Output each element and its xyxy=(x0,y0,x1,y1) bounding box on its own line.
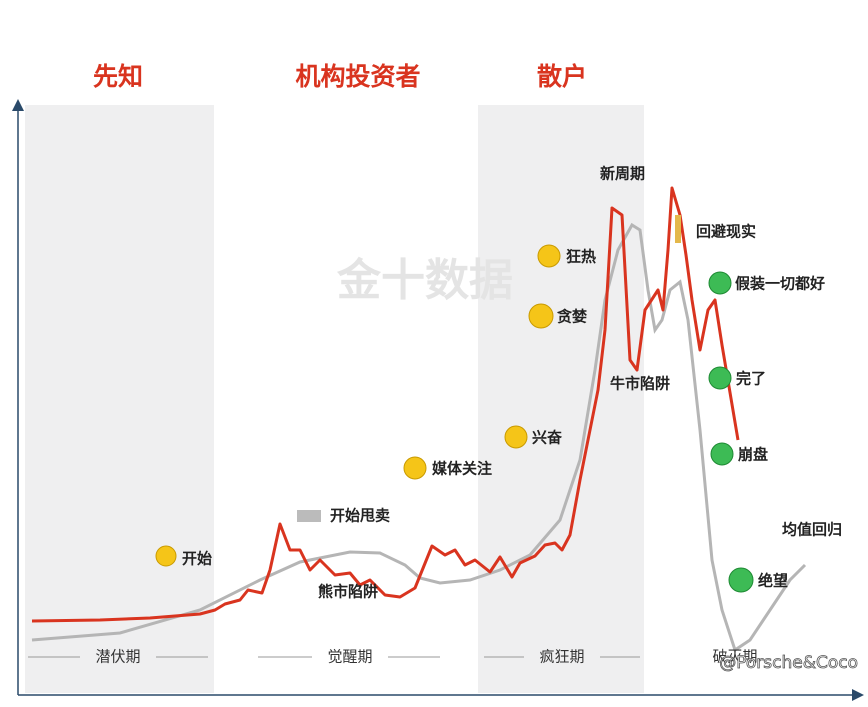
icon xyxy=(710,442,734,466)
section-header: 机构投资者 xyxy=(295,62,420,91)
icon xyxy=(504,425,528,449)
icon xyxy=(708,271,732,295)
annotation: 假装一切都好 xyxy=(735,275,825,293)
annotation: 兴奋 xyxy=(532,429,563,447)
phase-label: 潜伏期 xyxy=(95,648,140,666)
reference-curve xyxy=(31,222,807,653)
annotation: 贪婪 xyxy=(557,308,587,326)
annotation: 完了 xyxy=(736,370,766,388)
annotation: 均值回归 xyxy=(782,521,842,539)
annotation: 媒体关注 xyxy=(432,460,492,478)
price-curve xyxy=(31,186,740,623)
phase-label: 破灭期 xyxy=(712,648,757,666)
icon xyxy=(728,567,754,593)
phase-label: 疯狂期 xyxy=(539,648,584,666)
icon xyxy=(528,303,554,329)
annotation: 绝望 xyxy=(758,572,788,590)
annotation: 新周期 xyxy=(600,165,645,183)
icon xyxy=(297,510,321,522)
annotation: 崩盘 xyxy=(738,446,768,464)
icon xyxy=(537,244,561,268)
icon xyxy=(155,545,177,567)
shaded-zone xyxy=(478,105,644,693)
section-header: 先知 xyxy=(93,62,143,91)
annotation: 开始 xyxy=(182,550,212,568)
annotation: 回避现实 xyxy=(696,223,756,241)
icon xyxy=(708,366,732,390)
phase-label: 觉醒期 xyxy=(327,648,372,666)
annotation: 熊市陷阱 xyxy=(318,583,378,601)
annotation: 牛市陷阱 xyxy=(610,375,670,393)
annotation: 开始甩卖 xyxy=(330,507,390,525)
icon xyxy=(675,215,681,243)
icon xyxy=(403,456,427,480)
watermark: 金十数据 xyxy=(336,255,513,306)
section-header: 散户 xyxy=(537,62,587,91)
annotation: 狂热 xyxy=(566,248,596,266)
credit-watermark: @Porsche&Coco xyxy=(719,653,858,673)
shaded-zone xyxy=(25,105,214,693)
